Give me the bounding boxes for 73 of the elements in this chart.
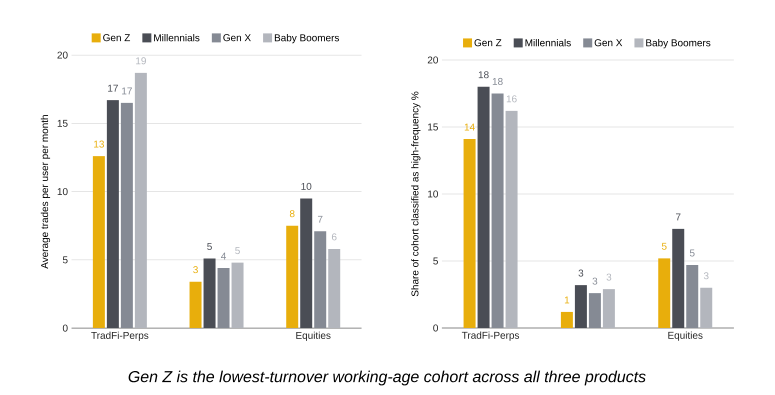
data-label: 5 — [207, 243, 212, 250]
bar — [314, 231, 326, 328]
bar — [658, 258, 670, 328]
x-tick-label: TradFi-Perps — [462, 332, 520, 341]
bar — [560, 312, 573, 328]
bar — [506, 110, 518, 328]
data-label: 5 — [235, 247, 240, 254]
bar — [700, 288, 712, 328]
legend-label: Gen X — [594, 39, 622, 46]
y-tick-label: 0 — [433, 324, 438, 332]
bar — [328, 248, 340, 328]
data-label: 4 — [221, 252, 226, 260]
y-tick-label: 15 — [428, 124, 438, 130]
bar — [218, 268, 230, 328]
bar — [106, 100, 119, 328]
legend-label: Gen X — [223, 34, 251, 42]
bar — [588, 293, 601, 328]
bar — [286, 226, 298, 328]
bar — [92, 156, 105, 328]
data-label: 3 — [592, 278, 598, 285]
data-label: 17 — [108, 84, 118, 92]
data-label: 3 — [704, 272, 709, 280]
data-label: 5 — [690, 250, 695, 256]
bar — [686, 265, 698, 328]
data-label: 19 — [136, 57, 146, 64]
data-label: 18 — [478, 71, 489, 78]
bar — [464, 139, 476, 328]
x-tick-label: Equities — [296, 332, 331, 341]
y-tick-label: 5 — [62, 256, 68, 264]
data-label: 13 — [94, 140, 104, 148]
legend-label: Baby Boomers — [646, 39, 710, 48]
legend-label: Gen Z — [103, 34, 130, 42]
bar — [602, 289, 615, 328]
y-tick-label: 10 — [428, 190, 438, 198]
data-label: 3 — [578, 270, 584, 277]
y-tick-label: 20 — [428, 56, 438, 64]
data-label: 5 — [662, 242, 667, 250]
legend-label: Millennials — [526, 39, 571, 46]
data-label: 16 — [506, 95, 517, 102]
x-tick-label: Equities — [668, 332, 703, 341]
bar — [204, 258, 216, 328]
y-tick-label: 10 — [58, 188, 68, 196]
data-label: 3 — [606, 274, 612, 281]
y-tick-label: 5 — [433, 258, 438, 264]
bar — [672, 228, 684, 328]
bar — [478, 86, 490, 328]
legend-label: Millennials — [154, 34, 200, 42]
legend-label: Baby Boomers — [274, 34, 340, 44]
data-label: 1 — [564, 296, 570, 304]
y-tick-label: 20 — [57, 52, 68, 59]
y-axis-title: Share of cohort classified as high-frequency % — [411, 92, 420, 296]
data-label: 7 — [676, 213, 681, 220]
text: Gen Z is the lowest-turnover working-age cohort across all three products — [128, 370, 646, 386]
data-label: 18 — [492, 78, 503, 85]
data-label: 14 — [464, 124, 475, 131]
data-label: 10 — [301, 182, 312, 190]
data-label: 3 — [193, 266, 198, 274]
data-label: 17 — [122, 88, 132, 94]
y-tick-label: 0 — [62, 324, 68, 332]
data-label: 8 — [290, 210, 295, 218]
y-axis-title: Average trades per user per month — [40, 115, 50, 269]
bar — [232, 262, 244, 328]
data-label: 6 — [332, 233, 337, 240]
legend-label: Gen Z — [474, 39, 502, 46]
bar — [300, 198, 312, 328]
bar — [492, 94, 504, 328]
bar — [120, 102, 133, 328]
bar — [190, 282, 202, 328]
bar — [134, 72, 147, 328]
x-tick-label: TradFi-Perps — [91, 332, 148, 341]
bar — [574, 285, 587, 328]
y-tick-label: 15 — [58, 120, 68, 127]
data-label: 7 — [318, 216, 322, 223]
